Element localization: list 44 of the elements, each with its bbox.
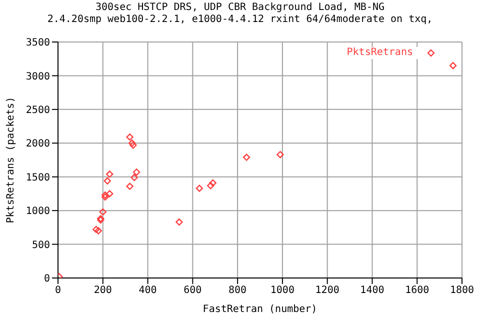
x-axis-title: FastRetran (number)	[202, 304, 318, 315]
point	[176, 218, 183, 226]
point	[132, 168, 140, 176]
y-tick-label: 2500	[26, 104, 50, 116]
x-tick-label: 200	[94, 285, 112, 296]
x-tick-label: 1600	[405, 285, 430, 296]
point	[92, 226, 100, 234]
point	[128, 140, 136, 147]
point	[99, 208, 106, 216]
point	[104, 177, 111, 185]
point	[106, 170, 114, 178]
legend-label: PktsRetrans	[346, 47, 413, 59]
y-tick-label: 1000	[26, 206, 50, 218]
y-tick-label: 500	[32, 240, 50, 251]
y-tick-label: 1500	[26, 172, 50, 184]
point	[130, 174, 138, 182]
x-tick-label: 1000	[270, 285, 294, 296]
point	[102, 191, 109, 199]
point	[196, 184, 203, 192]
point	[126, 182, 134, 190]
chart-subtitle: 2.4.20smp web100-2.2.1, e1000-4.4.12 rxint 64/64moderate on txq,	[46, 14, 434, 26]
point	[207, 182, 214, 190]
x-tick-label: 1400	[360, 285, 384, 296]
point	[276, 151, 284, 158]
y-tick-label: 0	[44, 274, 50, 285]
x-tick-label: 0	[54, 285, 62, 296]
chart-title: 300sec HSTCP DRS, UDP CBR Background Load, MB-NG	[94, 2, 386, 14]
y-tick-label: 3500	[26, 38, 50, 49]
y-axis-title: PktsRetrans (packets)	[6, 96, 17, 224]
x-tick-label: 600	[184, 285, 202, 296]
point	[106, 190, 114, 198]
x-tick-label: 800	[228, 285, 247, 296]
x-tick-label: 1200	[315, 285, 340, 296]
point	[102, 193, 109, 201]
x-tick-label: 1800	[450, 285, 474, 296]
point	[130, 142, 137, 149]
x-tick-label: 400	[138, 285, 157, 296]
point	[94, 227, 102, 234]
y-tick-label: 2000	[26, 138, 50, 150]
point	[209, 179, 216, 187]
point	[449, 62, 457, 70]
point	[126, 133, 134, 141]
point	[242, 154, 250, 161]
y-tick-label: 3000	[26, 71, 50, 82]
